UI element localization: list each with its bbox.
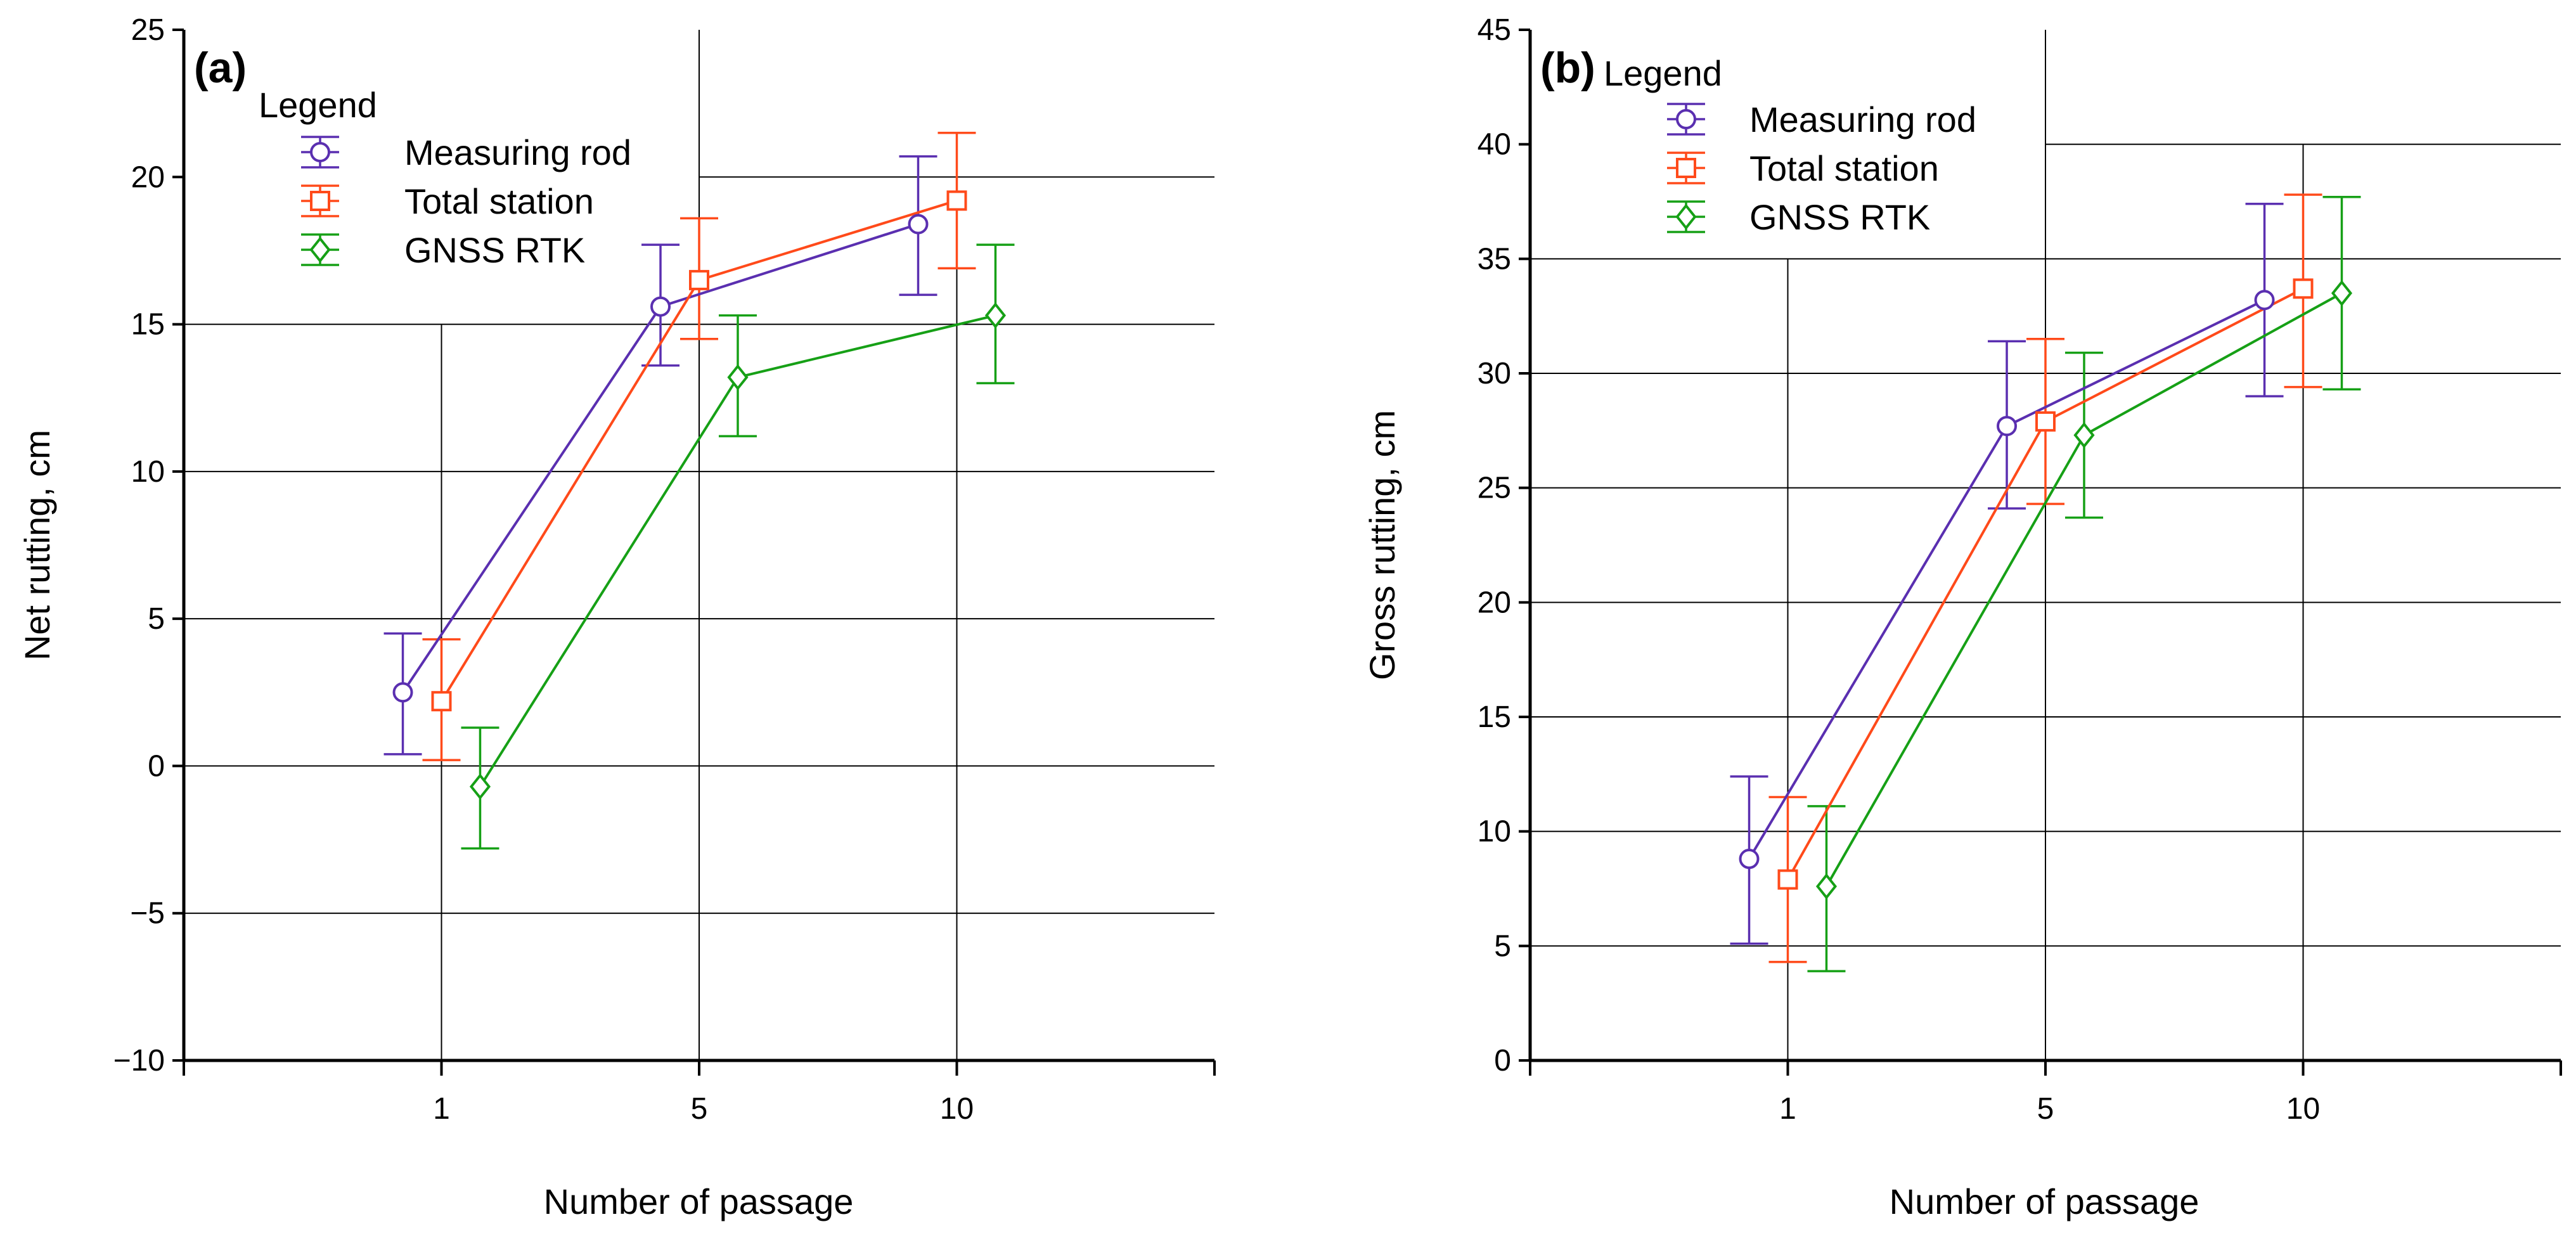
y-tick-label: 35 xyxy=(1478,242,1511,276)
legend-items-a: Measuring rod Total station GNSS RTK xyxy=(301,132,631,270)
y-tick-label: 20 xyxy=(131,160,165,194)
legend-item-total-station: Total station xyxy=(1667,148,1939,188)
y-tick-label: 10 xyxy=(131,455,165,489)
legend-marker-gnss-rtk xyxy=(1675,203,1697,230)
y-ticks-b: 0 5 10 15 20 25 30 35 40 45 xyxy=(1478,13,1530,1078)
legend-title-b: Legend xyxy=(1604,53,1722,93)
legend-marker-measuring-rod xyxy=(310,142,330,162)
data-point-total-station xyxy=(946,190,967,211)
data-point-gnss-rtk xyxy=(984,302,1007,329)
legend-a: Legend Measuring rod Total station GNSS RT… xyxy=(259,85,631,270)
y-tick-label: 0 xyxy=(148,749,165,783)
data-point-measuring-rod xyxy=(1739,849,1760,870)
data-point-measuring-rod xyxy=(908,214,929,235)
y-tick-label: 30 xyxy=(1478,357,1511,390)
legend-label: Total station xyxy=(1749,148,1939,188)
legend-b: Legend Measuring rod Total station GNSS RT… xyxy=(1604,53,1976,237)
data-point-measuring-rod xyxy=(1997,416,2018,437)
y-tick-label: 5 xyxy=(1494,929,1511,963)
legend-item-measuring-rod: Measuring rod xyxy=(1667,100,1976,139)
legend-item-measuring-rod: Measuring rod xyxy=(301,132,631,172)
markers-b xyxy=(1739,278,2353,900)
legend-label: Measuring rod xyxy=(404,132,631,172)
legend-item-gnss-rtk: GNSS RTK xyxy=(301,230,585,270)
data-point-gnss-rtk xyxy=(469,773,491,800)
x-axis-title-b: Number of passage xyxy=(1890,1182,2199,1221)
y-tick-label: 45 xyxy=(1478,13,1511,47)
legend-label: GNSS RTK xyxy=(1749,197,1930,237)
legend-item-total-station: Total station xyxy=(301,181,594,221)
legend-marker-total-station xyxy=(1676,158,1696,178)
x-tick-label: 1 xyxy=(433,1092,450,1126)
data-point-total-station xyxy=(1777,869,1798,890)
y-ticks-a: −10 −5 0 5 10 15 20 25 xyxy=(113,13,184,1078)
legend-label: Measuring rod xyxy=(1749,100,1976,139)
data-point-total-station xyxy=(2035,411,2056,432)
data-point-gnss-rtk xyxy=(2331,280,2353,307)
data-point-total-station xyxy=(431,691,452,712)
legend-title-a: Legend xyxy=(259,85,377,125)
panel-label-a: (a) xyxy=(194,44,247,92)
legend-marker-measuring-rod xyxy=(1676,109,1696,129)
y-tick-label: 5 xyxy=(148,602,165,636)
y-tick-label: −5 xyxy=(130,897,165,931)
legend-marker-gnss-rtk xyxy=(309,236,331,263)
y-tick-label: 10 xyxy=(1478,815,1511,849)
x-tick-label: 10 xyxy=(2286,1092,2320,1126)
data-point-measuring-rod xyxy=(2254,290,2275,311)
x-tick-label: 1 xyxy=(1779,1092,1796,1126)
y-axis-title-b: Gross rutting, cm xyxy=(1362,410,1402,680)
x-ticks-a: 1 5 10 xyxy=(433,1060,974,1126)
y-tick-label: 25 xyxy=(131,13,165,47)
data-point-gnss-rtk xyxy=(2073,422,2095,449)
x-ticks-b: 1 5 10 xyxy=(1779,1060,2320,1126)
y-tick-label: 20 xyxy=(1478,586,1511,619)
x-tick-label: 10 xyxy=(940,1092,974,1126)
y-tick-label: 0 xyxy=(1494,1044,1511,1078)
markers-a xyxy=(392,190,1007,800)
y-tick-label: −10 xyxy=(113,1044,165,1078)
y-tick-label: 15 xyxy=(1478,700,1511,734)
data-point-total-station xyxy=(689,269,709,290)
x-tick-label: 5 xyxy=(691,1092,708,1126)
data-point-measuring-rod xyxy=(392,682,413,703)
y-tick-label: 40 xyxy=(1478,128,1511,162)
data-point-gnss-rtk xyxy=(1815,873,1838,900)
y-tick-label: 15 xyxy=(131,308,165,342)
legend-items-b: Measuring rod Total station GNSS RTK xyxy=(1667,100,1976,237)
legend-label: GNSS RTK xyxy=(404,230,585,270)
data-point-total-station xyxy=(2293,278,2314,299)
y-tick-label: 25 xyxy=(1478,472,1511,505)
data-point-measuring-rod xyxy=(650,296,671,317)
data-point-gnss-rtk xyxy=(727,364,749,390)
x-tick-label: 5 xyxy=(2037,1092,2054,1126)
x-axis-title-a: Number of passage xyxy=(544,1182,854,1221)
panel-label-b: (b) xyxy=(1540,44,1595,92)
y-axis-title-a: Net rutting, cm xyxy=(17,430,57,660)
legend-marker-total-station xyxy=(310,191,330,211)
legend-item-gnss-rtk: GNSS RTK xyxy=(1667,197,1930,237)
legend-label: Total station xyxy=(404,181,594,221)
